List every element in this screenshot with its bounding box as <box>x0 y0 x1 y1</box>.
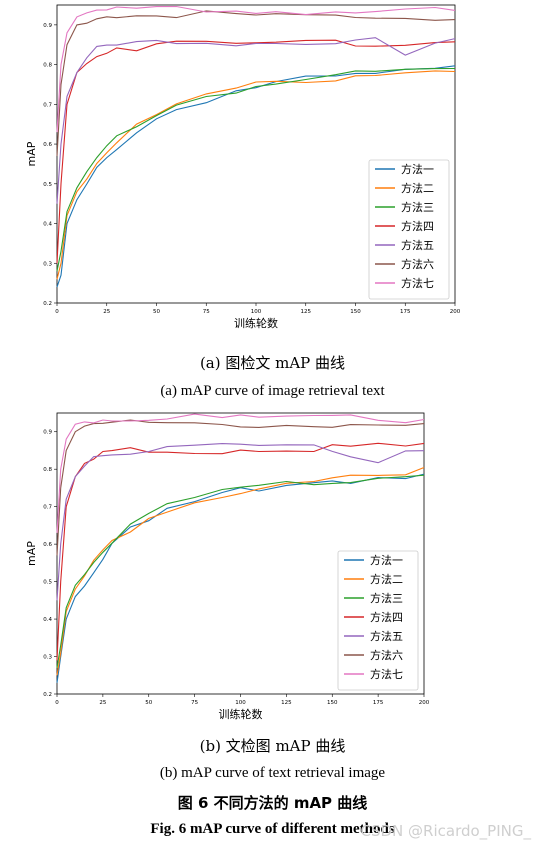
y-tick-label: 0.7 <box>43 102 52 108</box>
x-tick-label: 0 <box>55 309 59 315</box>
legend-entry: 方法六 <box>401 257 434 271</box>
x-tick-label: 100 <box>235 700 246 706</box>
x-tick-label: 175 <box>373 700 384 706</box>
legend-entry: 方法四 <box>370 610 403 624</box>
x-tick-label: 75 <box>191 700 198 706</box>
legend-entry: 方法三 <box>370 591 403 605</box>
x-tick-label: 150 <box>350 309 361 315</box>
legend-entry: 方法三 <box>401 200 434 214</box>
series-line-5 <box>56 443 425 601</box>
chart-image-retrieval-text: 0.2 0.3 0.4 0.5 0.6 0.7 0.8 0.9 0 25 50 75 100 125 150… <box>25 4 461 330</box>
y-tick-label: 0.4 <box>43 617 52 623</box>
x-tick-label: 125 <box>281 700 292 706</box>
y-tick-label: 0.9 <box>43 23 52 29</box>
series-line-1 <box>56 65 456 288</box>
y-tick-label: 0.2 <box>43 692 52 698</box>
y-tick-label: 0.4 <box>43 222 52 228</box>
y-axis-label: mAP <box>25 541 38 566</box>
figure-caption-cn: 图 6 不同方法的 mAP 曲线 <box>177 794 368 812</box>
x-tick-label: 50 <box>153 309 160 315</box>
x-axis-label: 训练轮数 <box>219 707 263 721</box>
legend-entry: 方法二 <box>401 181 434 195</box>
legend-entry: 方法五 <box>401 238 434 252</box>
series-line-2 <box>56 70 456 280</box>
y-tick-label: 0.5 <box>43 580 52 586</box>
legend-entry: 方法七 <box>401 276 434 290</box>
series-line-6 <box>56 419 425 556</box>
x-tick-label: 75 <box>203 309 210 315</box>
x-axis-label: 训练轮数 <box>234 316 278 330</box>
x-tick-label: 175 <box>400 309 411 315</box>
x-tick-label: 125 <box>301 309 312 315</box>
chart-text-retrieval-image: 0.2 0.3 0.4 0.5 0.6 0.7 0.8 0.9 0 25 50 75 100 125 150… <box>25 412 430 721</box>
x-tick-label: 100 <box>251 309 262 315</box>
caption-a-en: (a) mAP curve of image retrieval text <box>160 383 385 399</box>
caption-a-cn: (a) 图检文 mAP 曲线 <box>199 354 346 372</box>
series-line-1 <box>56 473 425 683</box>
watermark: CSDN @Ricardo_PING_ <box>360 822 531 840</box>
y-tick-label: 0.8 <box>43 63 52 69</box>
y-tick-label: 0.9 <box>43 430 52 436</box>
x-tick-label: 150 <box>327 700 338 706</box>
legend-entry: 方法六 <box>370 648 403 662</box>
y-tick-label: 0.5 <box>43 182 52 188</box>
legend-entry: 方法一 <box>401 162 434 176</box>
figure-caption-en: Fig. 6 mAP curve of different methods <box>150 821 395 837</box>
series-line-3 <box>56 474 425 668</box>
y-tick-label: 0.3 <box>43 261 52 267</box>
series-line-7 <box>56 5 456 133</box>
x-tick-label: 50 <box>145 700 152 706</box>
y-tick-label: 0.8 <box>43 467 52 473</box>
legend-entry: 方法七 <box>370 667 403 681</box>
series-line-3 <box>56 67 456 272</box>
series-line-4 <box>56 39 456 264</box>
caption-b-cn: (b) 文检图 mAP 曲线 <box>199 737 346 755</box>
x-tick-label: 25 <box>99 700 106 706</box>
y-axis-label: mAP <box>25 141 38 166</box>
x-tick-label: 0 <box>55 700 59 706</box>
series-line-5 <box>56 37 456 204</box>
y-tick-label: 0.3 <box>43 655 52 661</box>
series-line-2 <box>56 466 425 676</box>
series-line-4 <box>56 442 425 661</box>
series-line-7 <box>56 413 425 533</box>
x-tick-label: 25 <box>103 309 110 315</box>
caption-b-en: (b) mAP curve of text retrieval image <box>159 765 386 781</box>
legend-entry: 方法二 <box>370 572 403 586</box>
x-tick-label: 200 <box>419 700 430 706</box>
legend-entry: 方法四 <box>401 219 434 233</box>
series-line-6 <box>56 10 456 157</box>
y-tick-label: 0.7 <box>43 505 52 511</box>
legend-entry: 方法五 <box>370 629 403 643</box>
legend-entry: 方法一 <box>370 553 403 567</box>
y-tick-label: 0.6 <box>43 142 52 148</box>
y-tick-label: 0.2 <box>43 301 52 307</box>
y-tick-label: 0.6 <box>43 542 52 548</box>
x-tick-label: 200 <box>450 309 461 315</box>
